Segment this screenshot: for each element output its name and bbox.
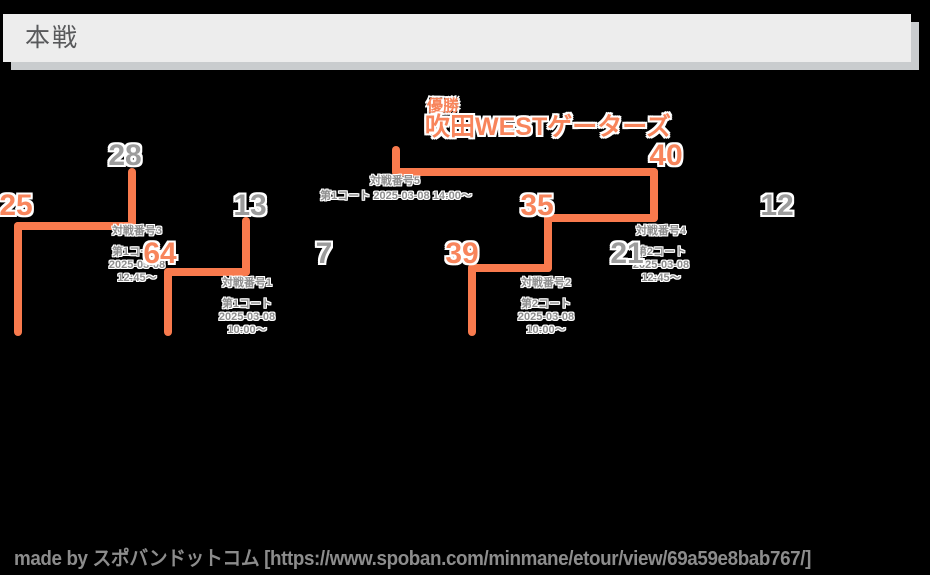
match1-court: 第1コート	[221, 298, 273, 310]
match3-number: 対戦番号3	[111, 225, 163, 237]
match1-time: 10:00〜	[227, 324, 267, 336]
match2-winner-score: 39	[445, 237, 479, 270]
bracket-line-teamA-base	[14, 222, 22, 336]
match5-time: 14:00〜	[432, 190, 472, 202]
final-winner-score: 40	[649, 139, 683, 172]
match4-date: 2025-03-08	[632, 259, 690, 271]
match2-date: 2025-03-08	[517, 311, 575, 323]
match2-time: 10:00〜	[526, 324, 566, 336]
match1-loser-score: 7	[315, 237, 333, 270]
bracket-line-champion-stub	[392, 146, 400, 176]
semifinal2-loser-score: 12	[760, 189, 794, 222]
bracket-line-champion-team-base	[468, 264, 476, 336]
bracket-line-match2-bar	[468, 264, 552, 272]
bracket-line-match2-winner	[544, 214, 552, 272]
match5-court: 第1コート	[320, 190, 371, 202]
semifinal2-winner-score: 35	[520, 189, 554, 222]
match4-number: 対戦番号4	[635, 225, 687, 237]
match5-date: 2025-03-08	[373, 190, 430, 202]
bracket-line-semifinal1-winner	[128, 168, 136, 230]
semifinal1-loser-score: 13	[233, 189, 267, 222]
match4-time: 12:45〜	[641, 272, 681, 284]
bracket-line-semifinal1-bar	[14, 222, 136, 230]
match5-number: 対戦番号5	[369, 175, 421, 187]
credit-line: made by スポバンドットコム [https://www.spoban.co…	[14, 548, 811, 570]
bracket-line-semifinal2-winner	[650, 168, 658, 222]
bracket-line-teamB-base	[164, 268, 172, 336]
match5-schedule: 第1コート 2025-03-08 14:00〜	[320, 190, 472, 202]
match2-court: 第2コート	[520, 298, 572, 310]
match1-number: 対戦番号1	[221, 277, 273, 289]
match3-time: 12:45〜	[117, 272, 157, 284]
match2-number: 対戦番号2	[520, 277, 572, 289]
bracket-line-match1-winner	[242, 217, 250, 276]
match4-court: 第2コート	[635, 246, 687, 258]
bracket-line-match1-bar	[164, 268, 250, 276]
section-header-bar: 本戦	[3, 14, 911, 62]
match2-loser-score: 21	[610, 237, 644, 270]
semifinal1-winner-score: 25	[0, 189, 33, 222]
champion-name: 吹田WESTゲーターズ	[425, 113, 671, 141]
final-loser-score: 28	[108, 139, 142, 172]
match3-court: 第1コート	[111, 246, 163, 258]
section-title: 本戦	[25, 24, 80, 52]
bracket-line-final-bar	[392, 168, 658, 176]
bracket-line-semifinal2-bar	[544, 214, 658, 222]
match1-date: 2025-03-08	[218, 311, 276, 323]
match3-date: 2025-03-08	[108, 259, 166, 271]
match1-winner-score: 64	[143, 237, 177, 270]
champion-label: 優勝	[427, 98, 460, 115]
